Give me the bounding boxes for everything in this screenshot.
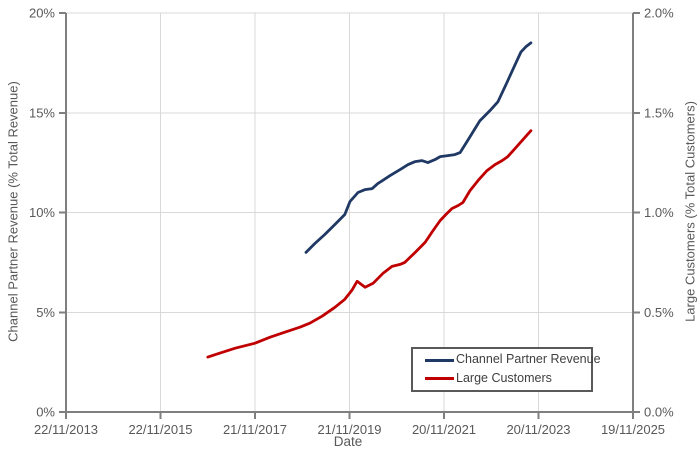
x-tick-label: 20/11/2021 bbox=[412, 422, 476, 437]
legend-label: Channel Partner Revenue bbox=[456, 352, 601, 367]
navy-line-swatch bbox=[425, 358, 454, 362]
legend-item-channel-partner-revenue: Channel Partner Revenue bbox=[425, 352, 601, 368]
left-y-tick-label: 5% bbox=[36, 305, 55, 320]
right-y-axis-title: Large Customers (% Total Customers) bbox=[682, 101, 698, 322]
series-line-large-customers bbox=[206, 129, 533, 359]
x-tick-label: 22/11/2013 bbox=[34, 422, 98, 437]
right-y-tick-label: 0.5% bbox=[644, 305, 674, 320]
red-line-swatch bbox=[425, 377, 454, 381]
legend: Channel Partner Revenue Large Customers bbox=[411, 347, 601, 392]
left-y-axis-title: Channel Partner Revenue (% Total Revenue… bbox=[5, 81, 21, 342]
x-axis-title: Date bbox=[333, 434, 363, 449]
x-tick-label: 20/11/2023 bbox=[506, 422, 570, 437]
right-y-tick-label: 1.5% bbox=[644, 105, 674, 120]
x-tick-label: 21/11/2017 bbox=[223, 422, 287, 437]
right-y-tick-label: 1.0% bbox=[644, 205, 674, 220]
right-y-tick-label: 2.0% bbox=[644, 6, 674, 21]
series-line-channel-partner-revenue bbox=[304, 41, 533, 254]
x-tick-label: 21/11/2019 bbox=[317, 422, 381, 437]
left-y-tick-label: 20% bbox=[29, 6, 55, 21]
x-tick-label: 22/11/2015 bbox=[128, 422, 192, 437]
legend-label: Large Customers bbox=[456, 371, 552, 385]
x-tick-label: 19/11/2025 bbox=[601, 422, 665, 437]
legend-item-large-customers: Large Customers bbox=[425, 371, 591, 387]
left-y-tick-label: 10% bbox=[29, 205, 55, 220]
left-y-tick-label: 15% bbox=[29, 105, 55, 120]
left-y-tick-label: 0% bbox=[36, 405, 55, 420]
right-y-tick-label: 0.0% bbox=[644, 405, 674, 420]
